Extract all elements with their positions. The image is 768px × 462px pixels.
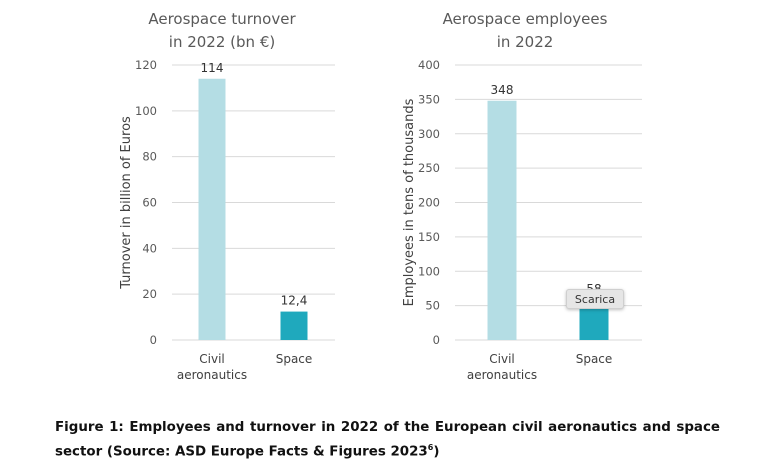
chart-2-ytick-350: 350 — [418, 92, 440, 106]
chart-1-bar-2 — [280, 311, 308, 340]
chart-2-ytick-100: 100 — [418, 264, 440, 278]
chart-2-ytick-50: 50 — [425, 299, 440, 313]
chart-2-ytick-300: 300 — [418, 127, 440, 141]
chart-1-title-line-1: Aerospace turnover — [148, 10, 296, 28]
chart-1-ytick-100: 100 — [135, 104, 157, 118]
chart-2-ylabel: Employees in tens of thousands — [402, 98, 417, 306]
chart-2-ytick-200: 200 — [418, 196, 440, 210]
chart-1-category-label-1-line-2: aeronautics — [177, 368, 247, 382]
chart-2-category-label-2-line-1: Space — [576, 352, 613, 366]
chart-1-ytick-60: 60 — [142, 196, 157, 210]
chart-2-ytick-150: 150 — [418, 230, 440, 244]
chart-1-category-label-2-line-1: Space — [276, 352, 313, 366]
chart-2-category-label-1-line-2: aeronautics — [467, 368, 537, 382]
chart-2-title-line-2: in 2022 — [497, 33, 554, 51]
chart-1-ytick-40: 40 — [142, 241, 157, 255]
chart-2-ytick-0: 0 — [433, 333, 440, 347]
chart-2-value-label-1: 348 — [491, 83, 514, 97]
download-tooltip[interactable]: Scarica — [566, 289, 624, 309]
caption-footnote: 6 — [427, 443, 434, 452]
chart-1-ylabel: Turnover in billion of Euros — [119, 116, 134, 290]
chart-2-ytick-400: 400 — [418, 58, 440, 72]
chart-1-bar-1 — [198, 78, 226, 340]
chart-2-category-label-1-line-1: Civil — [489, 352, 514, 366]
chart-2-title-line-1: Aerospace employees — [443, 10, 608, 28]
caption-text: Figure 1: Employees and turnover in 2022… — [55, 420, 720, 460]
chart-1-value-label-1: 114 — [201, 61, 224, 75]
chart-1-value-label-2: 12,4 — [281, 294, 308, 308]
charts-canvas: Aerospace turnover in 2022 (bn €) 0 20 40 60 8… — [119, 10, 642, 382]
chart-1-ytick-80: 80 — [142, 150, 157, 164]
caption-closing: ) — [433, 444, 440, 460]
chart-1-ytick-0: 0 — [150, 333, 157, 347]
chart-2-bar-1 — [487, 100, 517, 340]
chart-1-title-line-2: in 2022 (bn €) — [169, 33, 275, 51]
chart-1-ytick-120: 120 — [135, 58, 157, 72]
chart-1-category-label-1-line-1: Civil — [199, 352, 224, 366]
figure-caption: Figure 1: Employees and turnover in 2022… — [55, 418, 720, 462]
chart-1-ytick-20: 20 — [142, 287, 157, 301]
chart-2-ytick-250: 250 — [418, 161, 440, 175]
